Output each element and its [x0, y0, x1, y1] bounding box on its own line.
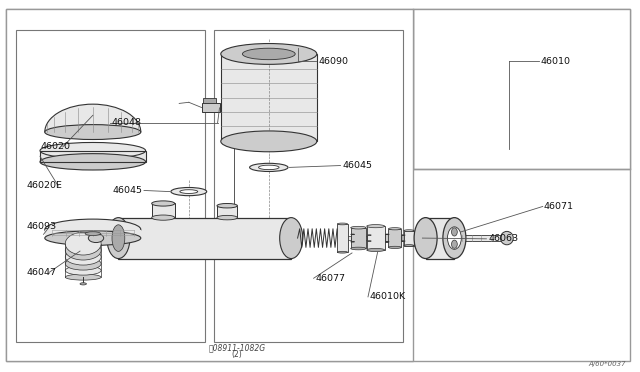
Ellipse shape [367, 225, 385, 228]
Bar [367, 235, 371, 241]
Bar [401, 235, 405, 241]
Ellipse shape [452, 240, 458, 248]
Bar [337, 224, 348, 252]
Bar [217, 206, 237, 218]
Text: A/60*0037: A/60*0037 [588, 361, 626, 367]
Ellipse shape [367, 248, 385, 251]
Text: 46071: 46071 [544, 202, 574, 211]
Bar [388, 229, 401, 247]
Text: 46045: 46045 [112, 186, 142, 195]
Ellipse shape [65, 266, 101, 275]
Ellipse shape [217, 203, 237, 208]
Bar [96, 234, 118, 243]
Bar [214, 30, 403, 342]
Bar [152, 203, 175, 218]
Ellipse shape [45, 125, 141, 140]
Bar [45, 230, 141, 238]
Ellipse shape [243, 48, 295, 60]
Ellipse shape [171, 187, 207, 196]
Ellipse shape [388, 228, 401, 230]
Ellipse shape [280, 218, 303, 259]
Ellipse shape [500, 231, 513, 245]
Polygon shape [413, 9, 630, 169]
Ellipse shape [65, 241, 101, 260]
Bar [16, 30, 205, 342]
Ellipse shape [351, 226, 366, 229]
Ellipse shape [351, 241, 355, 242]
Bar [118, 218, 291, 259]
Ellipse shape [88, 234, 104, 243]
Bar [221, 54, 317, 141]
Ellipse shape [65, 232, 101, 255]
Text: 46048: 46048 [112, 118, 142, 127]
Bar [6, 9, 413, 361]
Bar [426, 218, 454, 259]
Text: 46010: 46010 [541, 57, 571, 66]
Ellipse shape [351, 234, 355, 235]
Bar [367, 226, 385, 250]
Ellipse shape [221, 131, 317, 152]
Ellipse shape [259, 165, 279, 170]
Ellipse shape [221, 44, 317, 64]
Ellipse shape [40, 154, 146, 170]
Text: 46093: 46093 [27, 222, 57, 231]
Text: 46063: 46063 [488, 234, 518, 243]
Ellipse shape [414, 218, 437, 259]
Ellipse shape [45, 231, 141, 246]
Text: 46047: 46047 [27, 268, 57, 277]
Ellipse shape [385, 241, 389, 242]
Ellipse shape [45, 219, 141, 240]
Ellipse shape [250, 163, 288, 171]
Bar [351, 234, 355, 242]
Ellipse shape [80, 283, 86, 285]
Ellipse shape [180, 190, 198, 193]
Ellipse shape [404, 245, 414, 246]
Text: 46010K: 46010K [370, 292, 406, 301]
Ellipse shape [107, 218, 130, 259]
Ellipse shape [337, 223, 348, 225]
Wedge shape [45, 104, 141, 132]
Text: 46077: 46077 [316, 274, 346, 283]
Bar [40, 151, 146, 162]
Text: 46020: 46020 [40, 142, 70, 151]
Ellipse shape [447, 227, 461, 249]
Ellipse shape [65, 274, 101, 280]
Text: ⓝ08911-1082G: ⓝ08911-1082G [208, 343, 266, 352]
Ellipse shape [152, 215, 175, 220]
Ellipse shape [443, 218, 466, 259]
Ellipse shape [404, 230, 414, 231]
Text: 46020E: 46020E [27, 182, 63, 190]
Bar [202, 103, 220, 112]
Bar [342, 236, 413, 240]
Bar [40, 151, 146, 162]
Ellipse shape [65, 249, 101, 265]
Bar [351, 228, 366, 248]
Bar [456, 235, 507, 241]
Ellipse shape [85, 232, 100, 235]
Bar [385, 234, 389, 242]
Ellipse shape [40, 142, 146, 159]
Text: 46090: 46090 [318, 57, 348, 66]
Bar [404, 231, 414, 246]
Ellipse shape [337, 251, 348, 253]
Ellipse shape [452, 228, 458, 236]
Text: (2): (2) [232, 350, 242, 359]
Text: 46045: 46045 [342, 161, 372, 170]
Ellipse shape [217, 215, 237, 220]
Bar [203, 98, 216, 103]
Ellipse shape [112, 225, 125, 251]
Ellipse shape [351, 247, 366, 250]
Ellipse shape [385, 234, 389, 235]
Ellipse shape [152, 201, 175, 206]
Ellipse shape [65, 257, 101, 270]
Ellipse shape [388, 246, 401, 248]
